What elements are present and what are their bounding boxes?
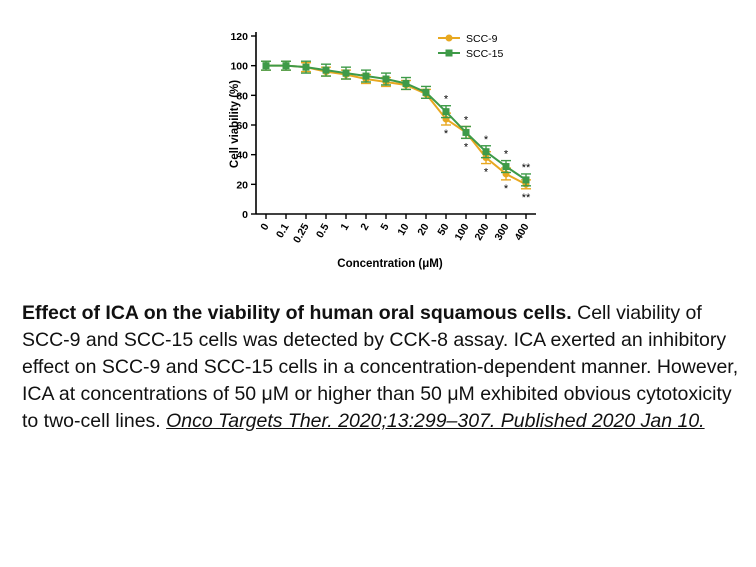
legend-item: SCC-15 [438,48,504,60]
x-tick-label: 1 [338,221,351,232]
x-tick-label: 0 [258,221,271,232]
significance-mark: ** [522,192,531,204]
x-axis-label: Concentration (μM) [337,258,443,270]
data-point [322,66,330,74]
data-point [482,148,490,156]
legend-item: SCC-9 [438,33,498,45]
significance-mark: * [444,94,449,106]
data-point [302,63,310,71]
significance-mark: * [444,128,449,140]
x-tick-label: 100 [452,221,471,242]
caption-title: Effect of ICA on the viability of human … [22,302,572,324]
data-point [282,62,290,70]
x-tick-label: 2 [358,221,371,232]
x-tick-label: 10 [395,221,411,237]
y-tick-label: 20 [236,179,248,191]
figure-caption: Effect of ICA on the viability of human … [22,300,742,435]
y-tick-label: 60 [236,120,248,132]
data-point [402,79,410,87]
x-tick-label: 200 [472,221,491,242]
x-tick-label: 400 [512,221,531,242]
y-axis-label: Cell viability (%) [229,80,241,168]
viability-chart: 0 20 40 60 80 100 120 0 0.1 0.25 0.5 1 2 5 10 20 50 100 20… [200,18,560,280]
x-tick-label: 0.5 [314,221,332,240]
data-point [522,176,530,184]
data-point [362,72,370,80]
significance-mark: ** [522,162,531,174]
x-tick-label: 0.1 [274,221,292,240]
legend-label: SCC-9 [466,33,498,45]
y-tick-label: 40 [236,150,248,162]
citation-link[interactable]: Onco Targets Ther. 2020;13:299–307. Publ… [166,410,705,432]
x-tick-label: 50 [435,221,451,237]
y-tick-label: 100 [230,61,248,73]
caption-body: Cell viability of SCC-9 and SCC-15 cells… [22,302,739,432]
x-tick-label: 300 [492,221,511,242]
series-layer: ************ [261,60,531,204]
series-scc-15: ****** [261,60,531,187]
data-point [422,88,430,96]
data-point [502,163,510,171]
data-point [262,62,270,70]
data-point [462,128,470,136]
legend: SCC-9 SCC-15 [438,33,504,60]
x-tick-label: 0.25 [291,221,312,245]
significance-mark: * [504,149,509,161]
x-tick-label: 20 [415,221,431,237]
y-tick-label: 0 [242,209,248,221]
data-point [342,69,350,77]
data-point [382,75,390,83]
significance-mark: * [464,141,469,153]
legend-marker [445,49,453,57]
legend-label: SCC-15 [466,48,504,60]
significance-mark: * [504,183,509,195]
significance-mark: * [484,167,489,179]
data-point [442,108,450,116]
legend-marker [445,34,453,42]
y-tick-label: 80 [236,90,248,102]
significance-mark: * [464,114,469,126]
y-tick-label: 120 [230,31,248,43]
x-tick-label: 5 [378,221,391,232]
significance-mark: * [484,134,489,146]
series-scc-9: ****** [261,60,531,204]
